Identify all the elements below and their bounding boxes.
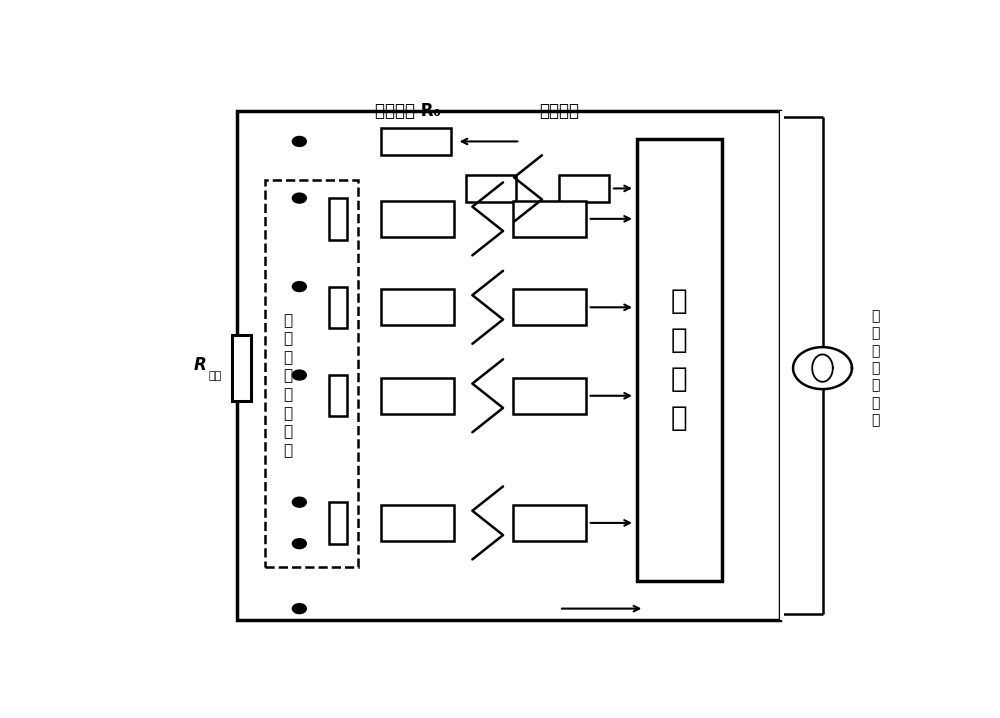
Bar: [559, 174, 609, 202]
Bar: [381, 289, 454, 325]
Bar: [237, 111, 780, 620]
Bar: [637, 139, 722, 581]
Bar: [381, 201, 454, 237]
Bar: [329, 286, 347, 328]
Bar: [329, 375, 347, 416]
Bar: [232, 335, 251, 401]
Text: 激励电流: 激励电流: [539, 103, 579, 121]
Text: 高
电
压
储
能
电
池
堆: 高 电 压 储 能 电 池 堆: [283, 312, 292, 458]
Circle shape: [292, 497, 306, 507]
Bar: [512, 378, 586, 414]
Text: 电
压
采
集: 电 压 采 集: [671, 287, 687, 432]
Circle shape: [292, 538, 306, 549]
Text: 交
流
电
流
信
号
源: 交 流 电 流 信 号 源: [871, 309, 879, 427]
Circle shape: [292, 604, 306, 614]
Bar: [381, 128, 450, 155]
Circle shape: [292, 193, 306, 203]
Text: 负载: 负载: [209, 371, 222, 381]
Bar: [512, 201, 586, 237]
Circle shape: [292, 281, 306, 292]
Bar: [512, 505, 586, 541]
Bar: [466, 174, 516, 202]
Bar: [264, 180, 358, 567]
Bar: [512, 289, 586, 325]
Text: 取样电阵 R₀: 取样电阵 R₀: [375, 103, 441, 121]
Bar: [329, 502, 347, 544]
Bar: [381, 505, 454, 541]
Bar: [780, 111, 784, 620]
Circle shape: [292, 370, 306, 380]
Text: R: R: [194, 356, 206, 374]
Bar: [329, 198, 347, 240]
Circle shape: [292, 136, 306, 146]
Bar: [381, 378, 454, 414]
